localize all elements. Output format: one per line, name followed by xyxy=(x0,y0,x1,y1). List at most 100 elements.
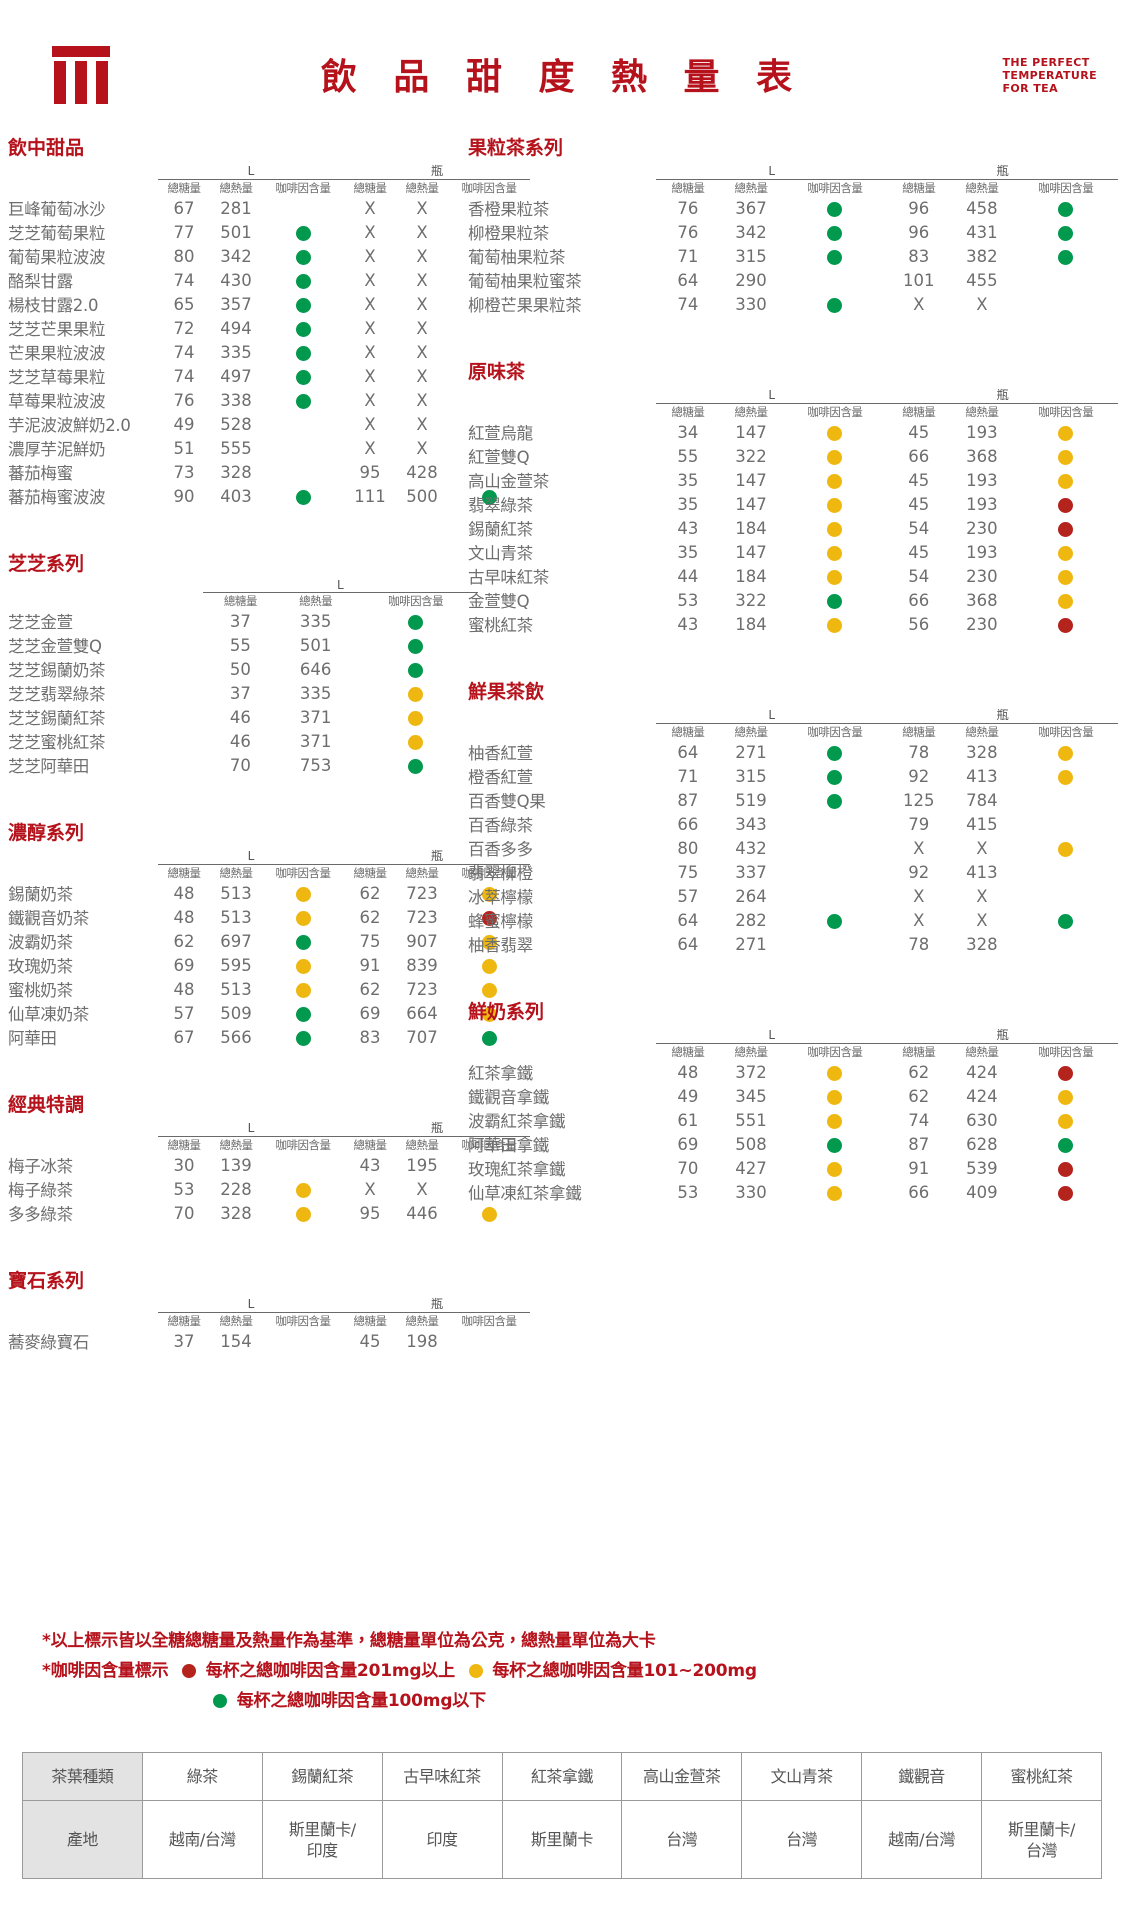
drink-name: 葡萄果粒波波 xyxy=(8,248,106,267)
caffeine-dot-green-icon xyxy=(827,297,843,313)
section-spacer xyxy=(8,508,478,534)
col-header-calories-L: 總熱量 xyxy=(219,1138,254,1152)
sugar-L-value: 30 xyxy=(173,1155,195,1175)
caffeine-L-cell xyxy=(262,412,344,436)
table-row: 高山金萱茶 35 147 45 193 xyxy=(468,468,1118,492)
col-header-calories-bottle: 總熱量 xyxy=(405,181,440,195)
section-classic: 經典特調 L 瓶總糖量 總熱量 咖啡因含量 總糖量 總熱量 咖啡因含量 梅子冰茶 30 139 43 1… xyxy=(8,1075,531,1225)
col-header-sugar-L: 總糖量 xyxy=(167,1138,202,1152)
caffeine-dot-yellow-icon xyxy=(408,710,424,726)
caffeine-L-cell xyxy=(783,1180,888,1204)
table-row: 芝芝金萱雙Q 55 501 xyxy=(8,633,478,657)
caffeine-dot-red-icon xyxy=(1058,1065,1074,1081)
origin-tea-type: 綠茶 xyxy=(141,1752,263,1801)
table-row: 蜜桃奶茶 48 513 62 723 xyxy=(8,977,530,1001)
caffeine-dot-empty-icon xyxy=(827,274,842,289)
calories-L-value: 555 xyxy=(220,438,252,458)
calories-bottle-value: 230 xyxy=(966,566,998,586)
section-title-classic: 經典特調 xyxy=(8,1094,85,1116)
caffeine-L-cell xyxy=(783,1084,888,1108)
caffeine-dot-green-icon xyxy=(408,662,424,678)
caffeine-bottle-cell xyxy=(1013,244,1118,268)
col-header-sugar-L: 總糖量 xyxy=(167,866,202,880)
origin-value: 台灣 xyxy=(741,1800,863,1879)
caffeine-dot-yellow-icon xyxy=(827,1113,843,1129)
sugar-bottle-value: 96 xyxy=(908,198,930,218)
table-row: 蜜桃紅茶 43 184 56 230 xyxy=(468,612,1118,636)
caffeine-bottle-cell xyxy=(1013,292,1118,316)
drink-name: 葡萄柚果粒茶 xyxy=(468,248,566,267)
calories-bottle-value: 413 xyxy=(966,862,998,882)
section-title-gem: 寶石系列 xyxy=(8,1270,85,1292)
caffeine-bottle-cell xyxy=(1013,812,1118,836)
table-row: 紅茶拿鐵 48 372 62 424 xyxy=(468,1060,1118,1084)
sugar-bottle-value: X xyxy=(364,438,376,458)
page-title: 飲 品 甜 度 熱 量 表 xyxy=(320,56,805,98)
table-zhizhi: L 總糖量 總熱量 咖啡因含量 芝芝金萱 37 335 芝芝金萱雙Q 55 501 芝芝錫蘭奶茶 50… xyxy=(8,578,478,777)
calories-L-value: 595 xyxy=(220,955,252,975)
table-row: 翡翠柳橙 75 337 92 413 xyxy=(468,860,1118,884)
drink-name: 高山金萱茶 xyxy=(468,472,550,491)
caffeine-dot-yellow-icon xyxy=(295,886,311,902)
calories-bottle-value: X xyxy=(416,342,428,362)
sugar-bottle-value: 45 xyxy=(908,422,930,442)
group-label-bottle: 瓶 xyxy=(344,847,531,865)
col-header-caffeine-bottle: 咖啡因含量 xyxy=(461,1138,518,1152)
caffeine-L-cell xyxy=(783,516,888,540)
calories-L-value: 184 xyxy=(735,566,767,586)
sugar-L-value: 64 xyxy=(677,910,699,930)
col-header-caffeine-bottle: 咖啡因含量 xyxy=(461,866,518,880)
group-label-L: L xyxy=(158,1295,345,1313)
group-label-bottle: 瓶 xyxy=(344,1119,531,1137)
table-row: 濃厚芋泥鮮奶 51 555 X X xyxy=(8,436,530,460)
col-header-sugar-bottle: 總糖量 xyxy=(902,725,936,739)
sugar-bottle-value: 78 xyxy=(908,742,930,762)
drink-name: 芝芝葡萄果粒 xyxy=(8,224,106,243)
caffeine-bottle-cell xyxy=(1013,908,1118,932)
caffeine-dot-empty-icon xyxy=(1058,298,1073,313)
sugar-bottle-value: X xyxy=(364,342,376,362)
caffeine-dot-yellow-icon xyxy=(1058,841,1074,857)
caffeine-dot-green-icon xyxy=(1058,249,1074,265)
drink-name: 酪梨甘露 xyxy=(8,272,73,291)
caffeine-bottle-cell xyxy=(1013,932,1118,956)
caffeine-dot-yellow-icon xyxy=(1058,745,1074,761)
poster-header: 飲 品 甜 度 熱 量 表 THE PERFECT TEMPERATURE FO… xyxy=(0,0,1125,118)
caffeine-dot-yellow-icon xyxy=(1058,425,1074,441)
table-row: 蕃茄梅蜜 73 328 95 428 xyxy=(8,460,530,484)
calories-L-value: 513 xyxy=(220,979,252,999)
drink-name: 多多綠茶 xyxy=(8,1205,73,1224)
calories-bottle-value: X xyxy=(976,294,988,314)
drink-name: 柚香翡翠 xyxy=(468,936,533,955)
caffeine-dot-green-icon xyxy=(827,593,843,609)
table-row: 蕃茄梅蜜波波 90 403 111 500 xyxy=(8,484,530,508)
calories-bottle-value: 230 xyxy=(966,518,998,538)
caffeine-bottle-cell xyxy=(1013,740,1118,764)
calories-L-value: 753 xyxy=(299,755,332,775)
table-row: 仙草凍奶茶 57 509 69 664 xyxy=(8,1001,530,1025)
table-row: 葡萄果粒波波 80 342 X X xyxy=(8,244,530,268)
caffeine-L-cell xyxy=(262,268,344,292)
group-label-L: L xyxy=(202,578,478,593)
origin-tea-type: 古早味紅茶 xyxy=(381,1752,503,1801)
sugar-L-value: 66 xyxy=(677,814,699,834)
sugar-L-value: 74 xyxy=(677,294,699,314)
caffeine-L-cell xyxy=(262,1025,344,1049)
table-row: 草莓果粒波波 76 338 X X xyxy=(8,388,530,412)
column-header-row: 總糖量 總熱量 咖啡因含量 總糖量 總熱量 咖啡因含量 xyxy=(468,724,1118,741)
col-header-sugar-bottle: 總糖量 xyxy=(353,181,388,195)
caffeine-dot-green-icon xyxy=(827,793,843,809)
table-row: 百香綠茶 66 343 79 415 xyxy=(468,812,1118,836)
caffeine-L-cell xyxy=(783,884,888,908)
sugar-L-value: 51 xyxy=(173,438,195,458)
drink-name: 紅萱雙Q xyxy=(468,448,530,467)
tagline-line-3: FOR TEA xyxy=(1002,82,1058,95)
caffeine-bottle-cell xyxy=(1013,220,1118,244)
sugar-L-value: 57 xyxy=(677,886,699,906)
caffeine-L-cell xyxy=(262,364,344,388)
caffeine-L-cell xyxy=(353,633,478,657)
calories-bottle-value: 500 xyxy=(406,486,438,506)
column-header-row: 總糖量 總熱量 咖啡因含量 總糖量 總熱量 咖啡因含量 xyxy=(8,1137,530,1154)
drink-name: 蕎麥綠寶石 xyxy=(8,1333,90,1352)
caffeine-bottle-cell xyxy=(448,1001,530,1025)
